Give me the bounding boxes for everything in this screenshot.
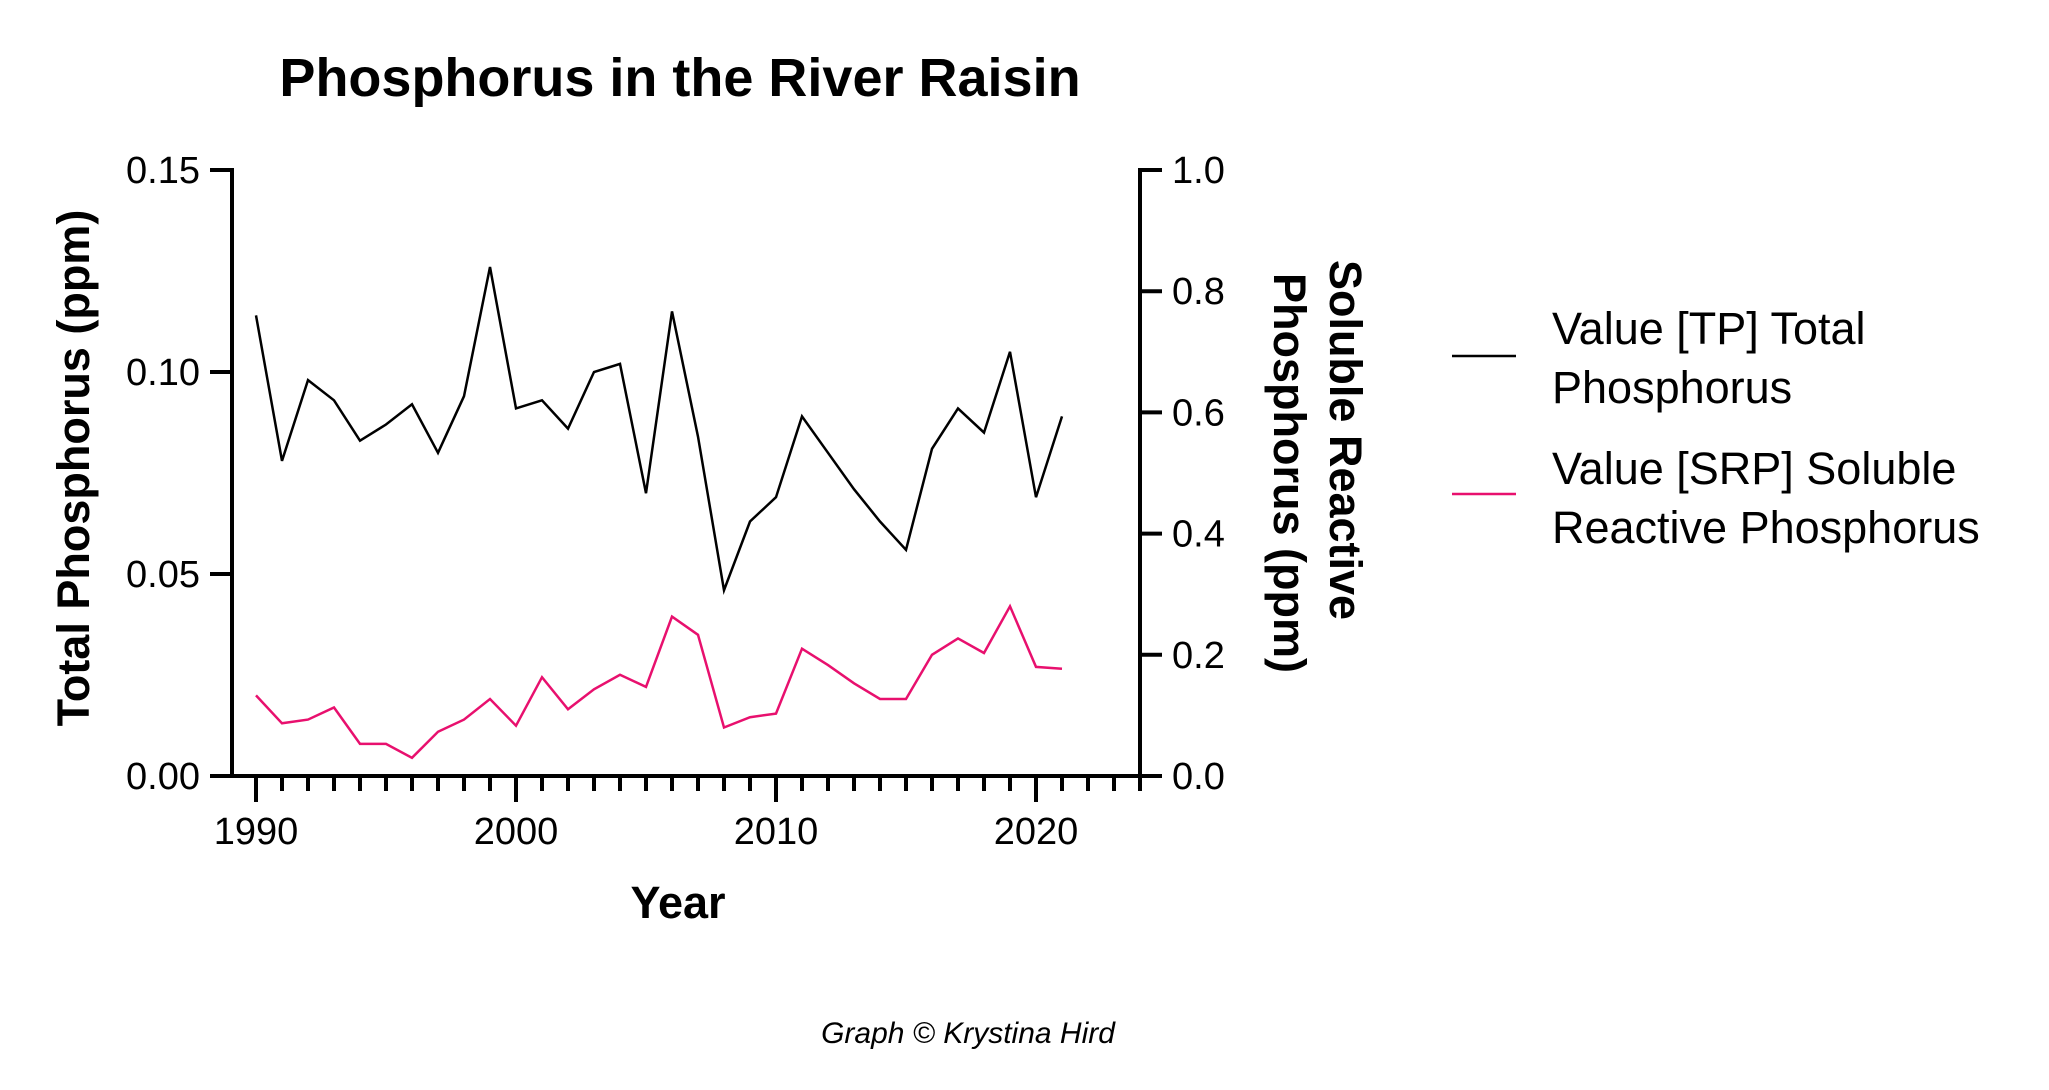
series-line-tp <box>254 266 1064 595</box>
x-axis-ticks: 1990 2000 2010 2020 <box>214 776 1142 853</box>
y-tick-label: 0.15 <box>126 150 200 192</box>
legend: Value [TP] Total Phosphorus Value [SRP] … <box>1452 303 1980 553</box>
chart-title: Phosphorus in the River Raisin <box>279 48 1080 108</box>
y2-axis-title-line2: Phosphorus (ppm) <box>1264 273 1315 673</box>
legend-label-tp-line2: Phosphorus <box>1552 362 1792 413</box>
legend-label-srp-line1: Value [SRP] Soluble <box>1552 443 1956 494</box>
y2-tick-label: 0.0 <box>1172 756 1225 798</box>
legend-label-srp-line2: Reactive Phosphorus <box>1552 502 1980 553</box>
x-axis-title: Year <box>630 877 725 928</box>
left-axis-ticks: 0.00 0.05 0.10 0.15 <box>126 150 232 798</box>
series-layer <box>254 266 1064 760</box>
graph-credit: Graph © Krystina Hird <box>821 1017 1116 1050</box>
series-line-srp <box>255 603 1063 760</box>
y2-tick-label: 1.0 <box>1172 150 1225 192</box>
y-axis-title: Total Phosphorus (ppm) <box>48 210 99 727</box>
x-tick-label: 1990 <box>214 811 299 853</box>
y-tick-label: 0.00 <box>126 756 200 798</box>
y-tick-label: 0.10 <box>126 352 200 394</box>
y2-tick-label: 0.8 <box>1172 271 1225 313</box>
x-tick-label: 2010 <box>734 811 819 853</box>
y2-tick-label: 0.4 <box>1172 514 1225 556</box>
axes <box>230 168 1142 778</box>
right-axis-ticks: 0.0 0.2 0.4 0.6 0.8 1.0 <box>1140 150 1225 798</box>
y2-tick-label: 0.2 <box>1172 635 1225 677</box>
y-tick-label: 0.05 <box>126 554 200 596</box>
x-tick-label: 2000 <box>474 811 559 853</box>
y2-tick-label: 0.6 <box>1172 392 1225 434</box>
legend-label-tp-line1: Value [TP] Total <box>1552 303 1866 354</box>
x-tick-label: 2020 <box>994 811 1079 853</box>
y2-axis-title-line1: Soluble Reactive <box>1320 260 1371 620</box>
